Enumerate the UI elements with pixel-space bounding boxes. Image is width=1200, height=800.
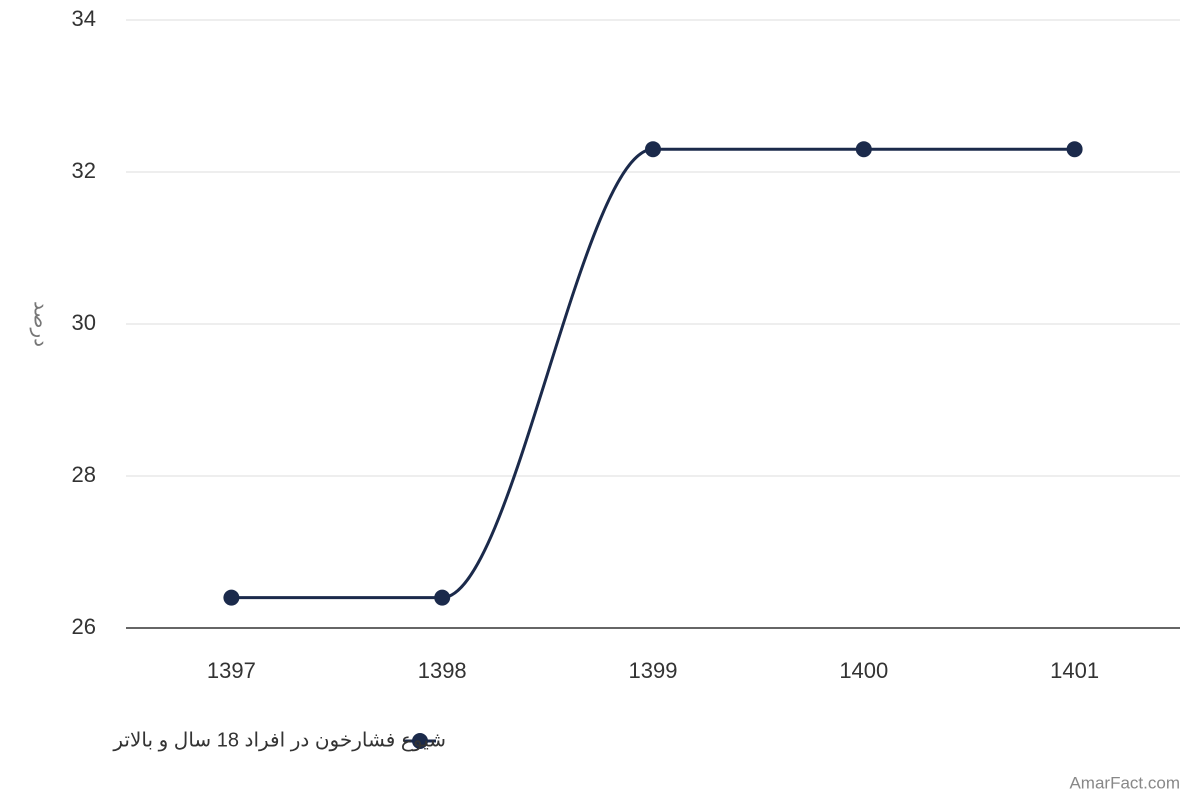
marker: [1066, 141, 1083, 158]
legend-label[interactable]: شیوع فشارخون در افراد 18 سال و بالاتر: [112, 729, 446, 751]
x-tick-label: 1401: [1050, 658, 1099, 683]
marker: [645, 141, 661, 158]
y-tick-label: 34: [72, 6, 96, 31]
y-axis-label: درصد: [30, 301, 52, 347]
legend-marker: [412, 733, 428, 749]
watermark: AmarFact.com: [1069, 773, 1180, 792]
y-tick-label: 28: [72, 462, 96, 487]
y-tick-label: 30: [72, 310, 96, 335]
line: [231, 147, 1075, 600]
marker: [855, 141, 872, 158]
marker: [223, 589, 240, 606]
x-tick-label: 1400: [839, 658, 888, 683]
y-tick-label: 26: [72, 614, 96, 639]
y-tick-label: 32: [72, 158, 96, 183]
x-tick-label: 1399: [629, 658, 678, 683]
x-tick-label: 1397: [207, 658, 256, 683]
marker: [434, 589, 451, 606]
x-tick-label: 1398: [418, 658, 467, 683]
